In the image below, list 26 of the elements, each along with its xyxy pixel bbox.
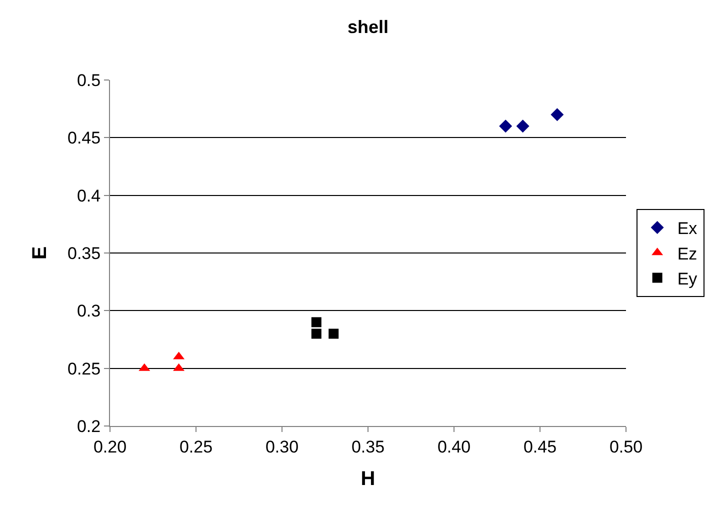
x-tick-label: 0.50 [609,437,643,456]
point [516,120,530,133]
x-tick-label: 0.25 [179,437,213,456]
y-tick-label: 0.45 [68,128,101,148]
x-tick-label: 0.35 [351,437,385,456]
y-tick-label: 0.25 [68,359,101,378]
legend-label: Ez [677,244,698,264]
x-tick-label: 0.45 [523,437,557,456]
x-tick-label: 0.30 [265,437,299,456]
y-tick-label: 0.5 [76,70,101,90]
legend-label: Ey [677,269,698,288]
legend-label: Ex [677,219,698,238]
y-axis-title: E [29,246,52,260]
point [311,328,322,339]
y-tick-label: 0.35 [68,244,101,263]
y-tick-label: 0.4 [76,186,101,206]
x-axis-title: H [360,468,376,490]
y-tick-label: 0.3 [76,302,101,321]
point [328,328,339,339]
point [499,120,512,133]
point [550,108,564,122]
point [311,317,322,328]
x-tick-label: 0.40 [437,437,471,456]
y-tick-label: 0.2 [76,416,101,436]
chart-title: shell [347,17,389,38]
x-tick-label: 0.20 [93,437,127,456]
